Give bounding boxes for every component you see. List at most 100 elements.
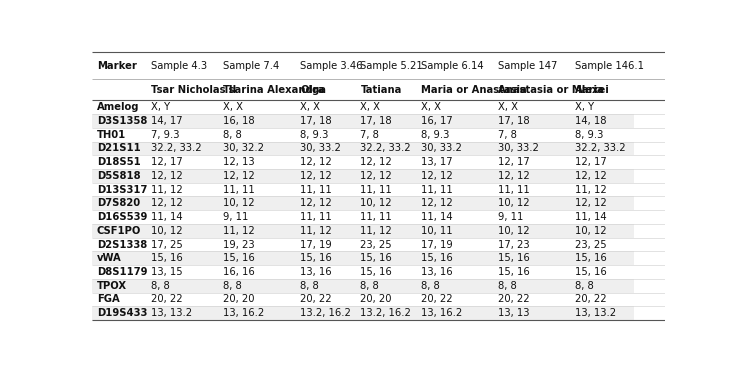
FancyBboxPatch shape: [296, 238, 356, 251]
Text: 10, 11: 10, 11: [420, 226, 452, 236]
Text: 12, 17: 12, 17: [151, 157, 183, 167]
FancyBboxPatch shape: [219, 114, 296, 128]
FancyBboxPatch shape: [356, 224, 416, 238]
FancyBboxPatch shape: [296, 128, 356, 142]
Text: Maria or Anastasia: Maria or Anastasia: [420, 85, 526, 95]
FancyBboxPatch shape: [416, 100, 494, 114]
FancyBboxPatch shape: [571, 79, 633, 100]
Text: Tsarina Alexandra: Tsarina Alexandra: [223, 85, 324, 95]
Text: D16S539: D16S539: [97, 212, 147, 222]
FancyBboxPatch shape: [296, 79, 356, 100]
Text: 14, 18: 14, 18: [575, 116, 607, 126]
Text: 12, 12: 12, 12: [361, 171, 392, 181]
FancyBboxPatch shape: [571, 224, 633, 238]
Text: X, X: X, X: [498, 102, 518, 112]
FancyBboxPatch shape: [416, 238, 494, 251]
Text: 8, 9.3: 8, 9.3: [420, 130, 449, 140]
Text: 15, 16: 15, 16: [361, 253, 392, 263]
Text: 10, 12: 10, 12: [361, 198, 392, 208]
FancyBboxPatch shape: [416, 224, 494, 238]
FancyBboxPatch shape: [147, 293, 219, 306]
Text: 11, 11: 11, 11: [361, 184, 392, 195]
FancyBboxPatch shape: [92, 197, 147, 210]
FancyBboxPatch shape: [494, 79, 571, 100]
Text: 13, 16.2: 13, 16.2: [223, 308, 265, 318]
FancyBboxPatch shape: [416, 128, 494, 142]
FancyBboxPatch shape: [356, 238, 416, 251]
Text: 11, 12: 11, 12: [300, 226, 332, 236]
Text: 13.2, 16.2: 13.2, 16.2: [300, 308, 351, 318]
Text: Anastasia or Maria: Anastasia or Maria: [498, 85, 604, 95]
Text: 15, 16: 15, 16: [498, 253, 530, 263]
FancyBboxPatch shape: [356, 210, 416, 224]
FancyBboxPatch shape: [356, 183, 416, 197]
Text: 10, 12: 10, 12: [498, 226, 529, 236]
FancyBboxPatch shape: [571, 114, 633, 128]
Text: X, X: X, X: [223, 102, 243, 112]
Text: 15, 16: 15, 16: [151, 253, 183, 263]
FancyBboxPatch shape: [356, 251, 416, 265]
Text: 30, 33.2: 30, 33.2: [300, 143, 341, 153]
Text: 12, 12: 12, 12: [575, 171, 607, 181]
FancyBboxPatch shape: [356, 142, 416, 155]
Text: 8, 9.3: 8, 9.3: [300, 130, 329, 140]
FancyBboxPatch shape: [296, 265, 356, 279]
FancyBboxPatch shape: [571, 100, 633, 114]
FancyBboxPatch shape: [416, 169, 494, 183]
FancyBboxPatch shape: [494, 251, 571, 265]
Text: 13, 13.2: 13, 13.2: [151, 308, 192, 318]
Text: 13, 16: 13, 16: [420, 267, 452, 277]
Text: 8, 8: 8, 8: [300, 281, 319, 291]
FancyBboxPatch shape: [147, 155, 219, 169]
Text: X, X: X, X: [361, 102, 381, 112]
Text: 12, 12: 12, 12: [420, 171, 452, 181]
FancyBboxPatch shape: [147, 183, 219, 197]
Text: D18S51: D18S51: [97, 157, 140, 167]
Text: D8S1179: D8S1179: [97, 267, 148, 277]
Text: 12, 17: 12, 17: [575, 157, 607, 167]
FancyBboxPatch shape: [92, 238, 147, 251]
FancyBboxPatch shape: [147, 100, 219, 114]
Text: 7, 8: 7, 8: [361, 130, 379, 140]
FancyBboxPatch shape: [356, 52, 416, 79]
Text: 23, 25: 23, 25: [361, 239, 392, 250]
FancyBboxPatch shape: [571, 210, 633, 224]
FancyBboxPatch shape: [92, 224, 147, 238]
FancyBboxPatch shape: [92, 128, 147, 142]
FancyBboxPatch shape: [296, 197, 356, 210]
FancyBboxPatch shape: [356, 128, 416, 142]
FancyBboxPatch shape: [494, 155, 571, 169]
FancyBboxPatch shape: [494, 265, 571, 279]
FancyBboxPatch shape: [571, 306, 633, 320]
FancyBboxPatch shape: [219, 52, 296, 79]
FancyBboxPatch shape: [494, 197, 571, 210]
Text: Sample 4.3: Sample 4.3: [151, 61, 208, 71]
FancyBboxPatch shape: [219, 238, 296, 251]
FancyBboxPatch shape: [296, 114, 356, 128]
FancyBboxPatch shape: [147, 79, 219, 100]
FancyBboxPatch shape: [571, 142, 633, 155]
Text: 20, 22: 20, 22: [420, 295, 452, 305]
Text: Amelog: Amelog: [97, 102, 140, 112]
FancyBboxPatch shape: [416, 251, 494, 265]
Text: 12, 12: 12, 12: [300, 171, 332, 181]
Text: D7S820: D7S820: [97, 198, 140, 208]
FancyBboxPatch shape: [219, 210, 296, 224]
FancyBboxPatch shape: [219, 279, 296, 293]
FancyBboxPatch shape: [92, 251, 147, 265]
FancyBboxPatch shape: [416, 155, 494, 169]
FancyBboxPatch shape: [494, 52, 571, 79]
Text: 16, 18: 16, 18: [223, 116, 254, 126]
FancyBboxPatch shape: [92, 114, 147, 128]
Text: 17, 18: 17, 18: [498, 116, 529, 126]
Text: 17, 23: 17, 23: [498, 239, 529, 250]
Text: 19, 23: 19, 23: [223, 239, 254, 250]
FancyBboxPatch shape: [571, 169, 633, 183]
FancyBboxPatch shape: [356, 279, 416, 293]
Text: 15, 16: 15, 16: [420, 253, 452, 263]
Text: 15, 16: 15, 16: [575, 253, 607, 263]
FancyBboxPatch shape: [296, 100, 356, 114]
Text: 16, 17: 16, 17: [420, 116, 452, 126]
Text: 11, 11: 11, 11: [420, 184, 452, 195]
Text: 15, 16: 15, 16: [300, 253, 332, 263]
